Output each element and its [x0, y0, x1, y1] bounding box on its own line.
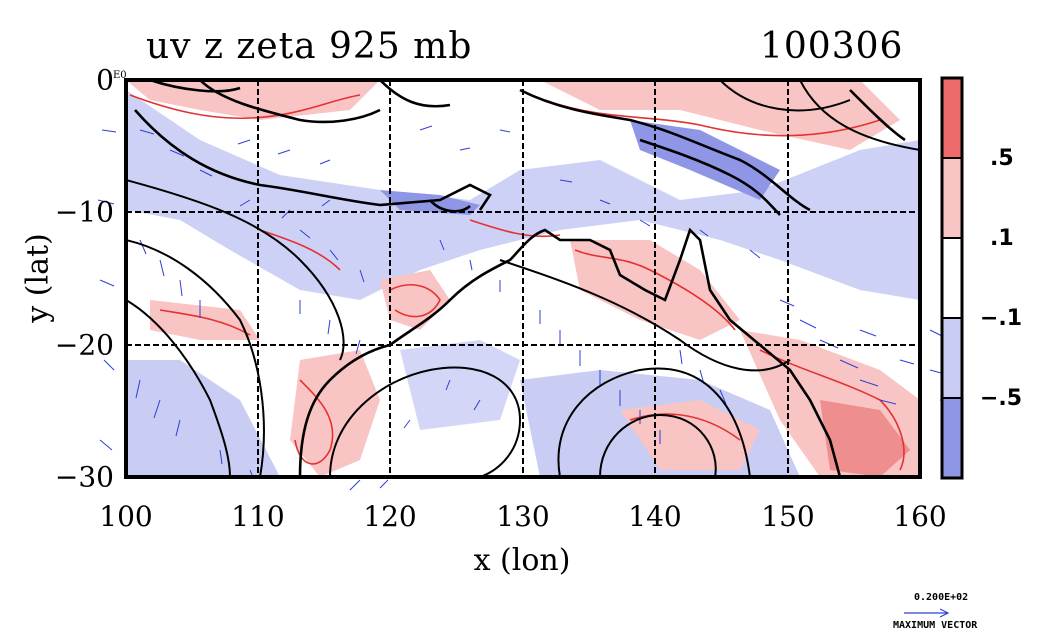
negative-zeta-region [126, 360, 280, 477]
y-tick-label: 0 [96, 63, 114, 97]
colorbar-segment-weak-positive [942, 158, 962, 238]
chart-title: uv z zeta 925 mb [146, 26, 473, 67]
colorbar-label: −.1 [980, 306, 1023, 331]
x-tick-label: 140 [628, 500, 682, 533]
height-contours [126, 80, 920, 477]
positive-zeta-region [290, 350, 380, 477]
y-tick-label: −20 [54, 328, 114, 362]
colorbar-segment-strong-negative [942, 398, 962, 478]
colorbar [940, 76, 964, 480]
y-tick-label: −30 [54, 460, 114, 494]
colorbar-segment-neutral [942, 238, 962, 318]
colorbar-label: .5 [990, 146, 1014, 171]
max-vector-arrow [904, 608, 950, 618]
negative-zeta-region [380, 190, 480, 215]
y-tick-label: −10 [54, 195, 114, 229]
colorbar-segment-weak-negative [942, 318, 962, 398]
negative-zeta-region [630, 120, 780, 200]
y-axis-label: y (lat) [20, 233, 56, 323]
x-tick-label: 130 [496, 500, 550, 533]
chart-date: 100306 [760, 26, 904, 67]
grid [126, 80, 920, 477]
plot-frame [124, 78, 922, 479]
x-tick-label: 110 [231, 500, 285, 533]
negative-zeta-region [400, 340, 520, 430]
positive-zeta-region [820, 400, 910, 477]
x-tick-label: 160 [893, 500, 947, 533]
x-tick-label: 100 [99, 500, 153, 533]
colorbar-segment-strong-positive [942, 78, 962, 158]
coastlines [134, 80, 906, 477]
x-tick-label: 120 [363, 500, 417, 533]
colorbar-label: −.5 [980, 386, 1023, 411]
x-axis-label: x (lon) [473, 543, 571, 578]
corner-label: E0 [113, 70, 127, 81]
wind-vectors [135, 125, 915, 477]
x-tick-label: 150 [761, 500, 815, 533]
negative-zeta-region [126, 90, 920, 300]
max-vector-value: 0.200E+02 [914, 592, 969, 603]
max-vector-label: MAXIMUM VECTOR [893, 620, 978, 631]
colorbar-label: .1 [990, 226, 1014, 251]
